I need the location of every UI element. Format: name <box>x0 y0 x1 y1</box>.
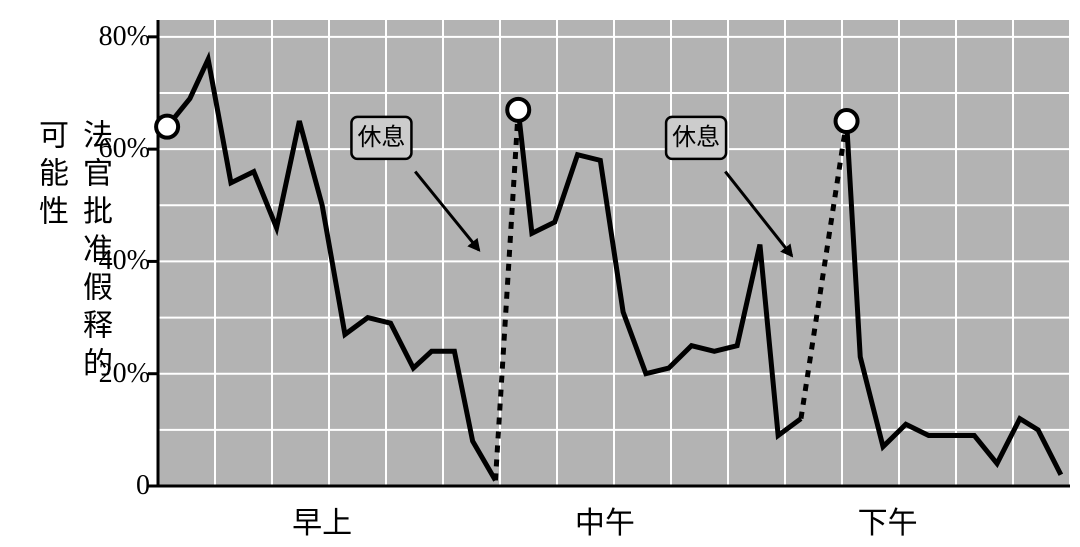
break-label: 休息 <box>672 124 720 151</box>
y-tick-label: 20% <box>99 358 150 390</box>
break-label: 休息 <box>357 124 405 151</box>
x-period-label: 中午 <box>575 498 635 542</box>
y-tick-label: 40% <box>99 245 150 277</box>
x-period-label: 下午 <box>858 498 918 542</box>
y-tick-label: 0 <box>136 470 150 502</box>
y-tick-label: 80% <box>99 21 150 53</box>
parole-approval-chart: 休息休息 法官批准假释的可能性 <box>0 0 1080 542</box>
chart-svg: 休息 休息 <box>0 0 1080 542</box>
x-period-label: 早上 <box>292 498 352 542</box>
y-tick-label: 60% <box>99 133 150 165</box>
